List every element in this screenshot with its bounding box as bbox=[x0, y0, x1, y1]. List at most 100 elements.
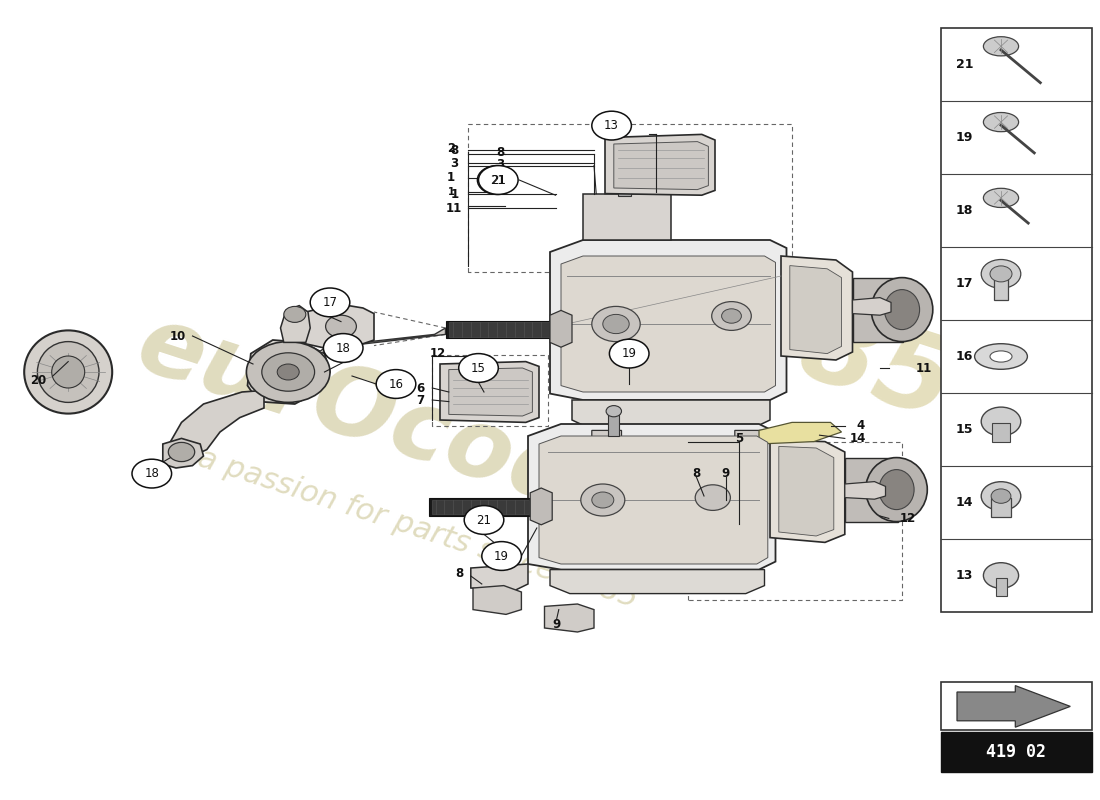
Polygon shape bbox=[572, 400, 770, 430]
Text: 8: 8 bbox=[496, 146, 505, 159]
Text: a passion for parts since 1985: a passion for parts since 1985 bbox=[195, 443, 641, 613]
Bar bbox=[432, 500, 529, 514]
Bar bbox=[618, 168, 631, 196]
Ellipse shape bbox=[981, 259, 1021, 288]
Text: 1: 1 bbox=[447, 171, 455, 184]
Polygon shape bbox=[770, 440, 845, 542]
Polygon shape bbox=[614, 142, 708, 190]
Text: 15: 15 bbox=[956, 423, 974, 436]
Bar bbox=[852, 278, 903, 342]
Ellipse shape bbox=[262, 353, 315, 391]
Bar bbox=[940, 732, 1092, 772]
Circle shape bbox=[609, 339, 649, 368]
Circle shape bbox=[482, 542, 521, 570]
Text: 3: 3 bbox=[496, 158, 505, 171]
Text: 10: 10 bbox=[170, 330, 186, 342]
Polygon shape bbox=[592, 430, 622, 456]
Text: eurOcodes: eurOcodes bbox=[126, 298, 710, 566]
Text: 419 02: 419 02 bbox=[987, 743, 1046, 761]
Text: 19: 19 bbox=[494, 550, 509, 562]
Text: 9: 9 bbox=[552, 618, 561, 630]
Polygon shape bbox=[530, 488, 552, 525]
Bar bbox=[994, 277, 1008, 299]
Text: 15: 15 bbox=[471, 362, 486, 374]
Circle shape bbox=[592, 111, 631, 140]
Ellipse shape bbox=[866, 458, 927, 522]
Polygon shape bbox=[759, 422, 842, 444]
Text: 16: 16 bbox=[388, 378, 404, 390]
Ellipse shape bbox=[879, 470, 914, 510]
Polygon shape bbox=[539, 436, 768, 564]
Ellipse shape bbox=[871, 278, 933, 342]
Text: 11: 11 bbox=[447, 202, 462, 214]
Text: 5: 5 bbox=[735, 432, 744, 445]
Bar bbox=[446, 321, 553, 338]
Ellipse shape bbox=[983, 37, 1019, 56]
Text: 20: 20 bbox=[31, 374, 46, 386]
Circle shape bbox=[478, 166, 518, 194]
Polygon shape bbox=[550, 570, 764, 594]
Polygon shape bbox=[280, 306, 310, 342]
Bar bbox=[991, 498, 1011, 517]
Text: 6: 6 bbox=[416, 382, 425, 394]
Ellipse shape bbox=[722, 309, 741, 323]
Text: 19: 19 bbox=[956, 131, 974, 144]
Text: 1: 1 bbox=[448, 187, 454, 197]
Polygon shape bbox=[957, 686, 1070, 727]
Ellipse shape bbox=[581, 484, 625, 516]
Circle shape bbox=[376, 370, 416, 398]
Polygon shape bbox=[544, 604, 594, 632]
Ellipse shape bbox=[981, 482, 1021, 510]
Text: 3: 3 bbox=[450, 157, 459, 170]
Circle shape bbox=[459, 354, 498, 382]
Text: 16: 16 bbox=[956, 350, 974, 363]
Bar bbox=[996, 578, 1006, 595]
Polygon shape bbox=[317, 328, 446, 354]
Text: 8: 8 bbox=[455, 567, 464, 580]
Text: 19: 19 bbox=[621, 347, 637, 360]
Text: 12: 12 bbox=[900, 512, 915, 525]
Circle shape bbox=[132, 459, 172, 488]
Ellipse shape bbox=[592, 306, 640, 342]
Ellipse shape bbox=[603, 314, 629, 334]
Text: 14: 14 bbox=[850, 432, 866, 445]
Ellipse shape bbox=[983, 188, 1019, 207]
Text: 7: 7 bbox=[416, 394, 425, 406]
Text: 13: 13 bbox=[604, 119, 619, 132]
Ellipse shape bbox=[990, 351, 1012, 362]
Circle shape bbox=[464, 506, 504, 534]
Bar bbox=[992, 423, 1010, 442]
Text: 17: 17 bbox=[322, 296, 338, 309]
Polygon shape bbox=[583, 194, 671, 240]
Bar bbox=[429, 498, 531, 516]
Text: 13: 13 bbox=[956, 569, 974, 582]
Ellipse shape bbox=[991, 489, 1011, 503]
Ellipse shape bbox=[983, 562, 1019, 588]
Ellipse shape bbox=[24, 330, 112, 414]
Ellipse shape bbox=[990, 266, 1012, 282]
Polygon shape bbox=[852, 298, 891, 315]
Circle shape bbox=[323, 334, 363, 362]
Text: 8: 8 bbox=[692, 467, 701, 480]
Circle shape bbox=[477, 166, 517, 194]
Ellipse shape bbox=[712, 302, 751, 330]
Polygon shape bbox=[550, 310, 572, 347]
Ellipse shape bbox=[277, 364, 299, 380]
Text: 1985: 1985 bbox=[639, 246, 967, 442]
Polygon shape bbox=[299, 304, 374, 348]
Text: 2: 2 bbox=[447, 142, 455, 154]
Ellipse shape bbox=[606, 406, 621, 417]
Text: 21: 21 bbox=[491, 174, 506, 186]
Text: 9: 9 bbox=[722, 467, 730, 480]
Text: 1: 1 bbox=[450, 188, 459, 201]
Polygon shape bbox=[170, 390, 264, 458]
Text: 21: 21 bbox=[476, 514, 492, 526]
Text: 12: 12 bbox=[430, 347, 446, 360]
Polygon shape bbox=[471, 564, 528, 592]
Bar bbox=[940, 28, 1092, 612]
Ellipse shape bbox=[695, 485, 730, 510]
Text: 18: 18 bbox=[144, 467, 159, 480]
Polygon shape bbox=[845, 482, 886, 499]
Ellipse shape bbox=[592, 492, 614, 508]
Text: 8: 8 bbox=[450, 144, 459, 157]
